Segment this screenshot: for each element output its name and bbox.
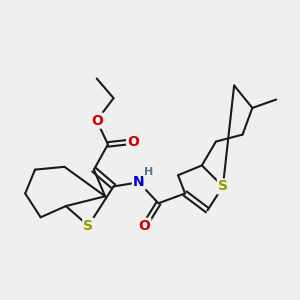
Text: O: O [127, 135, 139, 148]
Text: O: O [139, 219, 150, 233]
Text: H: H [144, 167, 153, 177]
Text: S: S [83, 219, 93, 233]
Text: N: N [133, 175, 145, 189]
Text: O: O [91, 114, 103, 128]
Text: S: S [218, 179, 228, 194]
